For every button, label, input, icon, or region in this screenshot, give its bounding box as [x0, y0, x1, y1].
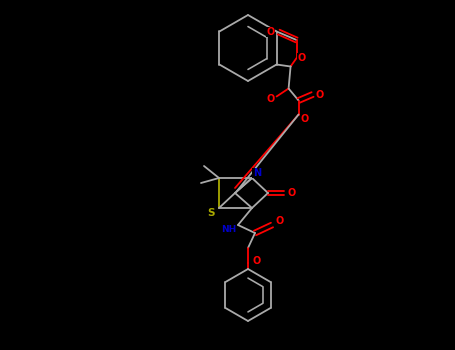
Text: N: N — [253, 168, 261, 178]
Text: S: S — [207, 208, 215, 218]
Text: NH: NH — [222, 224, 237, 233]
Text: O: O — [267, 93, 275, 104]
Text: O: O — [315, 90, 324, 99]
Text: O: O — [300, 113, 308, 124]
Text: O: O — [288, 188, 296, 198]
Text: O: O — [253, 256, 261, 266]
Text: O: O — [276, 216, 284, 226]
Text: O: O — [267, 27, 275, 37]
Text: O: O — [298, 53, 306, 63]
